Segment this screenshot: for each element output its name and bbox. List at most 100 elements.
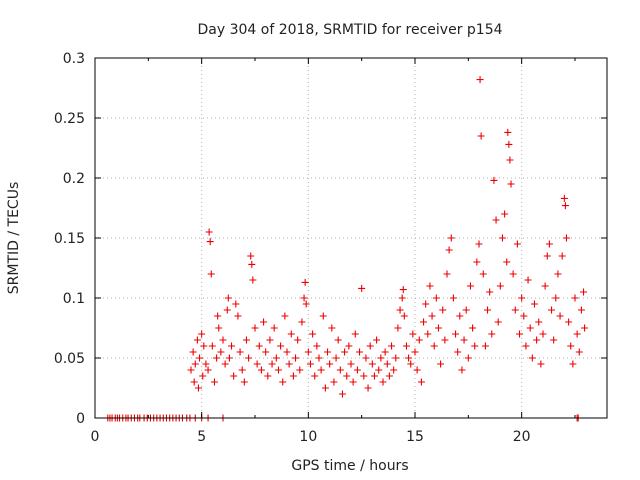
data-point <box>210 378 218 386</box>
data-point <box>242 336 250 344</box>
data-point <box>476 76 484 84</box>
data-point <box>533 336 541 344</box>
data-point <box>213 354 221 362</box>
data-point <box>248 260 256 268</box>
data-point <box>326 360 334 368</box>
data-point <box>368 360 376 368</box>
data-point <box>562 234 570 242</box>
data-point <box>571 294 579 302</box>
y-tick-label: 0.3 <box>63 51 85 67</box>
data-point <box>230 372 238 380</box>
data-point <box>360 372 368 380</box>
data-point <box>409 330 417 338</box>
data-point <box>234 312 242 320</box>
data-point <box>494 318 502 326</box>
data-point <box>539 330 547 338</box>
data-point <box>221 360 229 368</box>
data-point <box>447 234 455 242</box>
data-point <box>334 336 342 344</box>
data-point <box>552 294 560 302</box>
data-point <box>424 330 432 338</box>
data-point <box>396 306 404 314</box>
data-point <box>392 354 400 362</box>
grid <box>95 58 607 418</box>
data-point <box>223 306 231 314</box>
data-point <box>430 342 438 350</box>
data-point <box>567 342 575 350</box>
data-point <box>362 354 370 362</box>
data-point <box>317 366 325 374</box>
data-point <box>255 342 263 350</box>
data-point <box>479 270 487 278</box>
data-point <box>511 306 519 314</box>
y-axis-label: SRMTID / TECUs <box>6 182 22 295</box>
data-point <box>253 360 261 368</box>
data-point <box>257 366 265 374</box>
data-point <box>379 378 387 386</box>
data-point <box>492 216 500 224</box>
x-tick-label: 15 <box>406 429 424 445</box>
data-point <box>366 342 374 350</box>
data-point <box>407 360 415 368</box>
data-point <box>484 306 492 314</box>
data-point <box>575 348 583 356</box>
data-point <box>236 348 244 356</box>
data-point <box>338 390 346 398</box>
data-point <box>238 366 246 374</box>
data-point <box>413 366 421 374</box>
data-point <box>199 372 207 380</box>
data-point <box>266 336 274 344</box>
data-point <box>522 342 530 350</box>
data-point <box>426 282 434 290</box>
data-point <box>550 336 558 344</box>
y-tick-label: 0.2 <box>63 171 85 187</box>
data-point <box>349 378 357 386</box>
data-point <box>415 336 423 344</box>
data-point <box>196 354 204 362</box>
data-point <box>528 354 536 362</box>
data-point <box>545 240 553 248</box>
data-point <box>443 270 451 278</box>
data-point <box>353 366 361 374</box>
data-point <box>498 234 506 242</box>
data-point <box>208 342 216 350</box>
data-point <box>202 360 210 368</box>
data-point <box>206 238 214 246</box>
data-point <box>569 360 577 368</box>
data-point <box>330 378 338 386</box>
data-point <box>345 342 353 350</box>
data-point <box>452 330 460 338</box>
data-point <box>190 378 198 386</box>
data-point <box>343 372 351 380</box>
data-point <box>402 342 410 350</box>
data-point <box>477 132 485 140</box>
data-point <box>336 366 344 374</box>
data-point <box>313 342 321 350</box>
data-point <box>245 354 253 362</box>
data-point <box>554 270 562 278</box>
data-point <box>249 276 257 284</box>
data-point <box>328 324 336 332</box>
data-point <box>503 258 511 266</box>
data-point <box>434 324 442 332</box>
data-point <box>347 360 355 368</box>
data-point <box>581 324 589 332</box>
data-point <box>358 284 366 292</box>
data-point <box>306 360 314 368</box>
data-point <box>279 378 287 386</box>
data-point <box>456 312 464 320</box>
data-point <box>204 366 212 374</box>
data-point <box>217 348 225 356</box>
data-point <box>537 360 545 368</box>
data-point <box>364 384 372 392</box>
data-point <box>543 252 551 260</box>
x-tick-label: 5 <box>197 429 206 445</box>
data-point <box>300 294 308 302</box>
data-point <box>191 360 199 368</box>
y-tick-label: 0.1 <box>63 291 85 307</box>
data-point <box>509 270 517 278</box>
data-point <box>375 366 383 374</box>
data-point <box>332 354 340 362</box>
data-point <box>187 366 195 374</box>
